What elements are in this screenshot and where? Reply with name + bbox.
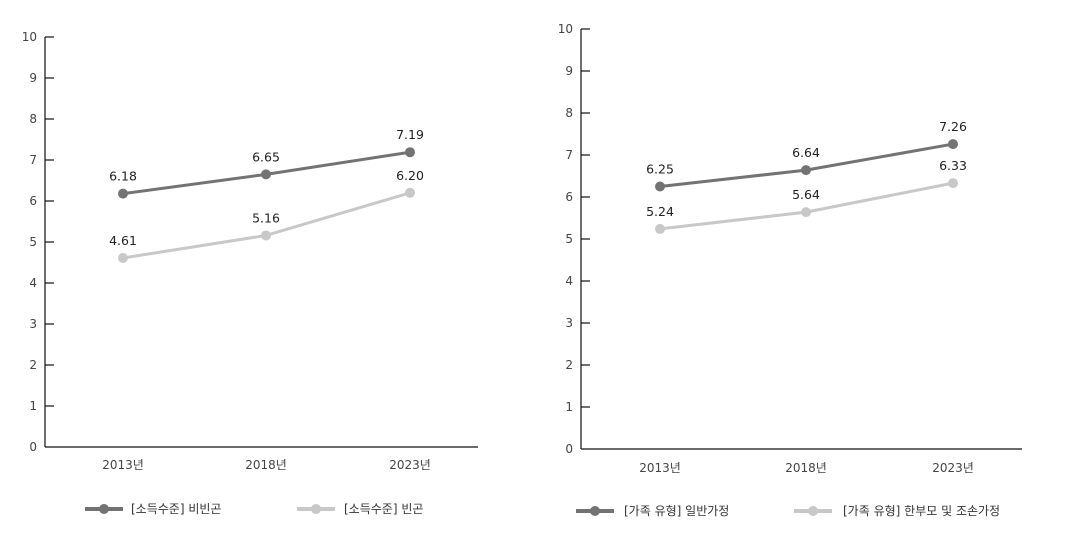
data-label: 5.16	[252, 210, 280, 225]
y-tick-label: 8	[565, 106, 573, 120]
legend-marker-icon	[99, 504, 109, 514]
legend: [가족 유형] 일반가정 [가족 유형] 한부모 및 조손가정	[576, 504, 1000, 518]
y-tick-label: 9	[29, 71, 37, 85]
y-tick-label: 10	[558, 22, 573, 36]
data-label: 7.19	[396, 127, 424, 142]
y-tick-label: 9	[565, 64, 573, 78]
y-tick-label: 5	[29, 235, 37, 249]
legend-item: [가족 유형] 한부모 및 조손가정	[794, 504, 1000, 518]
y-tick-label: 1	[29, 399, 37, 413]
data-point-marker	[801, 165, 811, 176]
y-tick-label: 8	[29, 112, 37, 126]
x-tick-label: 2018년	[785, 461, 827, 475]
legend-label: [소득수준] 비빈곤	[131, 502, 221, 516]
y-tick-label: 2	[29, 358, 37, 372]
y-tick-label: 2	[565, 358, 573, 372]
legend-item: [소득수준] 빈곤	[297, 502, 423, 516]
data-label: 6.25	[646, 162, 674, 177]
y-tick-label: 3	[29, 317, 37, 331]
y-tick-label: 3	[565, 316, 573, 330]
x-tick-label: 2023년	[389, 458, 431, 472]
x-tick-label: 2018년	[245, 458, 287, 472]
series-2: 5.24 5.64 6.33	[646, 158, 967, 234]
data-point-marker	[405, 187, 415, 198]
legend-item: [소득수준] 비빈곤	[85, 502, 221, 516]
x-tick-label: 2023년	[932, 461, 974, 475]
data-point-marker	[655, 223, 665, 234]
data-label: 6.33	[939, 158, 967, 173]
data-point-marker	[405, 147, 415, 158]
data-point-marker	[948, 178, 958, 189]
y-tick-label: 0	[565, 442, 573, 456]
legend-label: [소득수준] 빈곤	[344, 502, 423, 516]
legend-label: [가족 유형] 일반가정	[624, 504, 729, 518]
data-point-marker	[655, 181, 665, 192]
data-point-marker	[118, 252, 128, 263]
data-label: 6.65	[252, 149, 280, 164]
series-2: 4.61 5.16 6.20	[109, 168, 424, 263]
data-label: 7.26	[939, 119, 967, 134]
legend-marker-icon	[808, 506, 818, 516]
data-label: 6.18	[109, 169, 137, 184]
x-tick-label: 2013년	[639, 461, 681, 475]
data-point-marker	[261, 230, 271, 241]
y-tick-label: 10	[22, 30, 37, 44]
y-tick-label: 7	[29, 153, 37, 167]
data-label: 5.64	[792, 187, 820, 202]
line-chart-2: 0 1 2 3 4 5 6 7 8 9 10 2013년 2018년 2023년 6.25 6.64 7.26 5…	[558, 22, 1022, 518]
series-1: 6.18 6.65 7.19	[109, 127, 424, 199]
y-tick-label: 4	[565, 274, 573, 288]
data-point-marker	[118, 188, 128, 199]
y-tick-label: 1	[565, 400, 573, 414]
legend: [소득수준] 비빈곤 [소득수준] 빈곤	[85, 502, 423, 516]
legend-marker-icon	[590, 506, 600, 516]
data-point-marker	[801, 207, 811, 218]
data-point-marker	[948, 139, 958, 150]
data-label: 6.20	[396, 168, 424, 183]
y-tick-label: 6	[29, 194, 37, 208]
data-point-marker	[261, 169, 271, 180]
y-tick-label: 5	[565, 232, 573, 246]
legend-label: [가족 유형] 한부모 및 조손가정	[843, 504, 1000, 518]
x-tick-label: 2013년	[102, 458, 144, 472]
y-tick-label: 0	[29, 440, 37, 454]
data-label: 5.24	[646, 204, 674, 219]
y-tick-label: 4	[29, 276, 37, 290]
legend-marker-icon	[311, 504, 321, 514]
line-chart-1: 0 1 2 3 4 5 6 7 8 9 10 2013년 2018년 2023년 6.18 6.65 7.19 4…	[22, 30, 478, 516]
data-label: 6.64	[792, 145, 820, 160]
y-tick-label: 6	[565, 190, 573, 204]
series-1: 6.25 6.64 7.26	[646, 119, 967, 192]
data-label: 4.61	[109, 233, 137, 248]
legend-item: [가족 유형] 일반가정	[576, 504, 729, 518]
y-tick-label: 7	[565, 148, 573, 162]
